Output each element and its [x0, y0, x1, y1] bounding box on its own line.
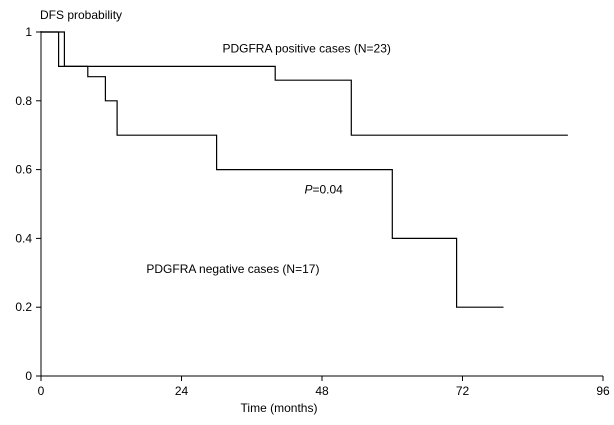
x-axis: 0 24 48 72 96 [38, 375, 610, 398]
label-layer: PDGFRA positive cases (N=23) PDGFRA negat… [146, 42, 391, 276]
y-tick-label: 0.4 [15, 231, 32, 245]
y-tick-label: 0 [25, 369, 32, 383]
x-tick-label: 96 [596, 384, 610, 398]
series-layer [41, 31, 568, 308]
y-tick-label: 0.6 [15, 163, 32, 177]
x-tick-label: 24 [175, 384, 189, 398]
series-label-pdgfra-positive: PDGFRA positive cases (N=23) [222, 42, 390, 56]
p-value-symbol: P [304, 183, 312, 197]
y-axis-title: DFS probability [40, 8, 122, 22]
x-axis-title: Time (months) [241, 401, 318, 415]
y-tick-label: 1 [25, 25, 32, 39]
p-value-annotation: P=0.04 [304, 183, 343, 197]
x-tick-label: 72 [456, 384, 470, 398]
y-axis: 0 0.2 0.4 0.6 0.8 1 [15, 25, 42, 383]
series-label-pdgfra-negative: PDGFRA negative cases (N=17) [146, 262, 319, 276]
x-tick-label: 48 [315, 384, 329, 398]
series-line-pdgfra-positive [41, 31, 568, 136]
y-tick-label: 0.2 [15, 300, 32, 314]
series-line-pdgfra-negative [41, 31, 504, 308]
p-value-text: =0.04 [312, 183, 343, 197]
y-tick-label: 0.8 [15, 94, 32, 108]
x-tick-label: 0 [38, 384, 45, 398]
